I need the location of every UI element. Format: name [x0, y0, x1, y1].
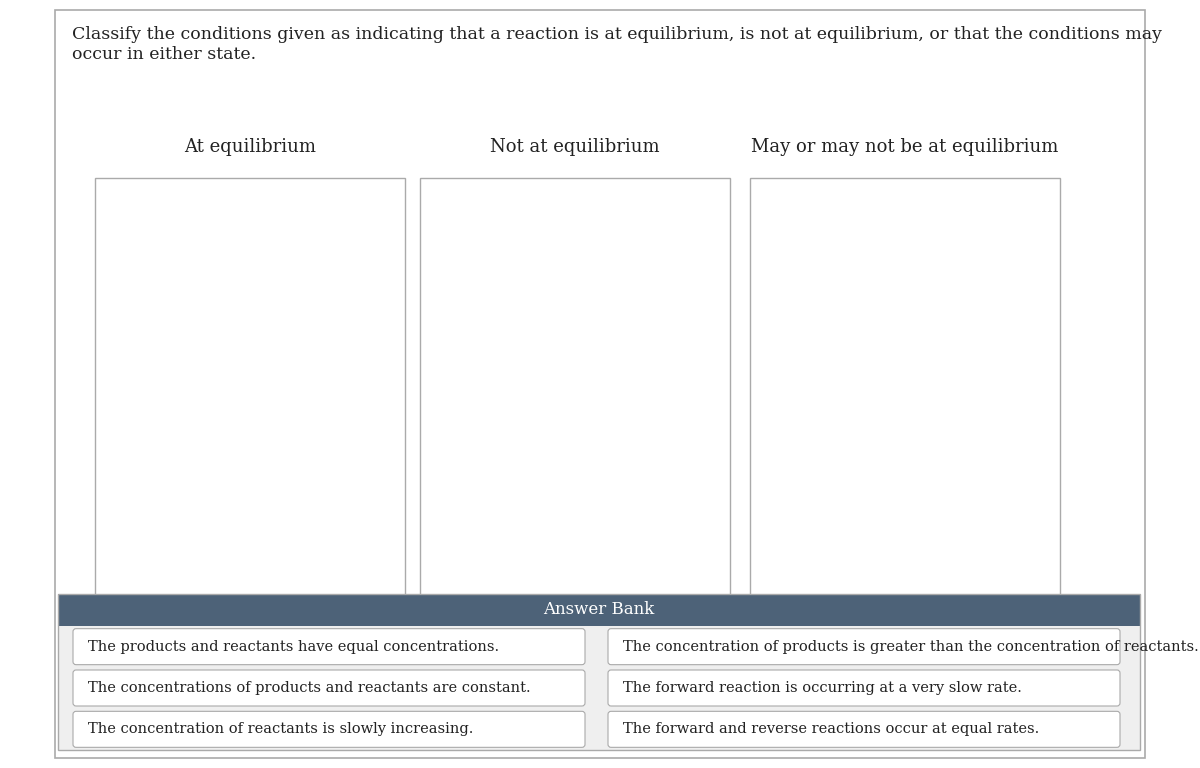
Text: occur in either state.: occur in either state.: [72, 46, 256, 63]
Text: The concentration of reactants is slowly increasing.: The concentration of reactants is slowly…: [88, 723, 473, 737]
FancyBboxPatch shape: [73, 629, 586, 664]
Text: The concentrations of products and reactants are constant.: The concentrations of products and react…: [88, 681, 530, 695]
FancyBboxPatch shape: [608, 670, 1120, 706]
FancyBboxPatch shape: [95, 178, 406, 623]
Text: The concentration of products is greater than the concentration of reactants.: The concentration of products is greater…: [623, 640, 1199, 654]
Text: The products and reactants have equal concentrations.: The products and reactants have equal co…: [88, 640, 499, 654]
Text: The forward and reverse reactions occur at equal rates.: The forward and reverse reactions occur …: [623, 723, 1039, 737]
Bar: [58, 594, 1140, 626]
FancyBboxPatch shape: [608, 629, 1120, 664]
Bar: [58, 626, 1140, 750]
Text: Classify the conditions given as indicating that a reaction is at equilibrium, i: Classify the conditions given as indicat…: [72, 26, 1162, 43]
FancyBboxPatch shape: [750, 178, 1060, 623]
Text: May or may not be at equilibrium: May or may not be at equilibrium: [751, 138, 1058, 156]
FancyBboxPatch shape: [73, 670, 586, 706]
FancyBboxPatch shape: [608, 711, 1120, 747]
FancyBboxPatch shape: [73, 711, 586, 747]
Text: At equilibrium: At equilibrium: [184, 138, 316, 156]
Text: Answer Bank: Answer Bank: [544, 601, 655, 618]
FancyBboxPatch shape: [55, 10, 1145, 758]
Text: Not at equilibrium: Not at equilibrium: [490, 138, 660, 156]
FancyBboxPatch shape: [420, 178, 730, 623]
Text: The forward reaction is occurring at a very slow rate.: The forward reaction is occurring at a v…: [623, 681, 1022, 695]
